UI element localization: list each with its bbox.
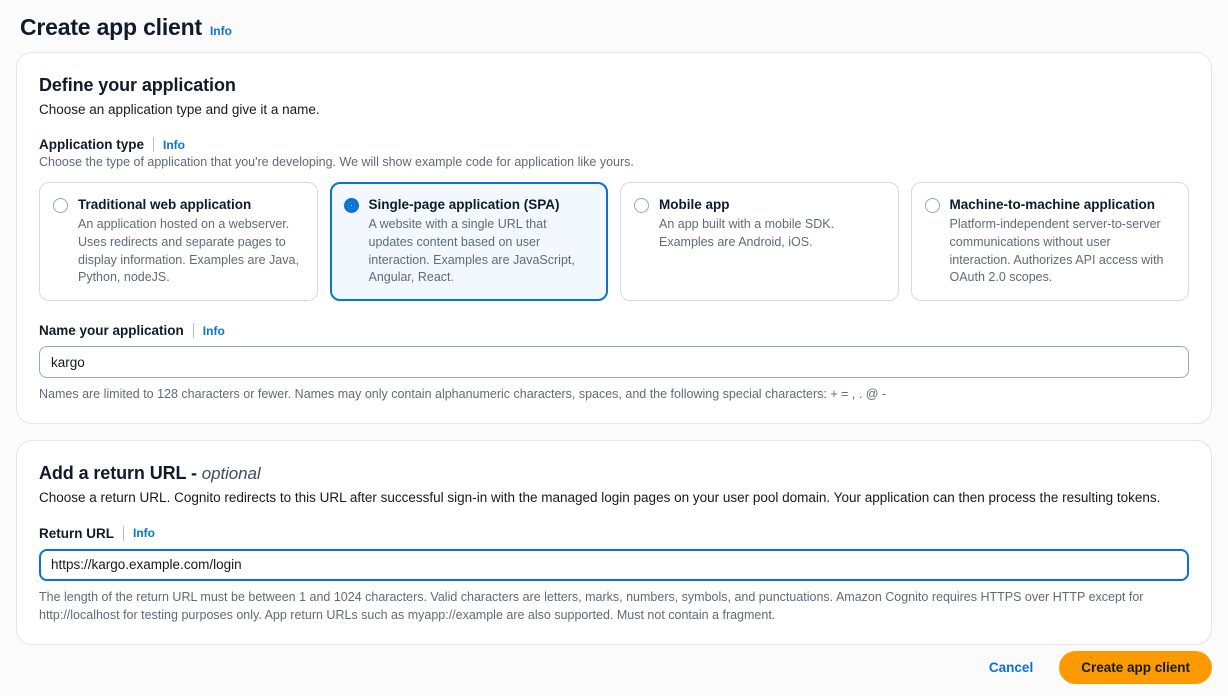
- application-type-option-mobile-app[interactable]: Mobile app An app built with a mobile SD…: [620, 181, 899, 302]
- cancel-button[interactable]: Cancel: [985, 654, 1037, 681]
- application-type-option-machine-to-machine[interactable]: Machine-to-machine application Platform-…: [910, 181, 1189, 302]
- return-url-description: Choose a return URL. Cognito redirects t…: [39, 490, 1161, 506]
- application-type-hint: Choose the type of application that you'…: [39, 155, 634, 170]
- application-type-option-spa[interactable]: Single-page application (SPA) A website …: [329, 181, 608, 302]
- option-title: Machine-to-machine application: [949, 196, 1156, 212]
- return-url-label-row: Return URL Info: [39, 525, 1189, 541]
- option-description: An app built with a mobile SDK. Examples…: [659, 217, 835, 249]
- application-type-options: Traditional web application An applicati…: [39, 181, 1189, 302]
- option-title: Mobile app: [659, 196, 730, 212]
- radio-icon[interactable]: [924, 197, 940, 213]
- application-name-input[interactable]: [39, 346, 1189, 379]
- application-name-label: Name your application: [39, 323, 184, 339]
- radio-icon[interactable]: [53, 197, 68, 213]
- application-type-option-traditional-web[interactable]: Traditional web application An applicati…: [39, 181, 318, 302]
- define-application-description: Choose an application type and give it a…: [39, 101, 320, 117]
- return-url-optional-text: optional: [201, 464, 261, 484]
- application-type-label: Application type: [39, 137, 145, 153]
- return-url-title-text: Add a return URL -: [39, 463, 202, 484]
- radio-icon[interactable]: [634, 197, 649, 213]
- application-type-label-row: Application type Info: [39, 137, 1189, 153]
- return-url-title: Add a return URL - optional: [39, 463, 1189, 484]
- return-url-card: Add a return URL - optional Choose a ret…: [16, 440, 1212, 646]
- label-divider: [192, 323, 194, 339]
- option-title: Traditional web application: [78, 196, 252, 212]
- option-title: Single-page application (SPA): [368, 196, 560, 212]
- page-title-info-link[interactable]: Info: [209, 24, 232, 38]
- application-name-info-link[interactable]: Info: [202, 323, 225, 338]
- define-application-title: Define your application: [39, 74, 236, 95]
- create-app-client-button[interactable]: Create app client: [1059, 651, 1212, 684]
- return-url-label: Return URL: [39, 525, 114, 541]
- return-url-info-link[interactable]: Info: [133, 526, 155, 541]
- footer-actions: Cancel Create app client: [985, 651, 1212, 684]
- option-description: An application hosted on a webserver. Us…: [78, 217, 299, 285]
- page-title: Create app client: [20, 14, 202, 40]
- label-divider: [123, 525, 124, 541]
- return-url-input[interactable]: [39, 548, 1189, 581]
- application-name-label-row: Name your application Info: [39, 323, 1189, 339]
- return-url-constraint: The length of the return URL must be bet…: [39, 589, 1144, 623]
- option-description: Platform-independent server-to-server co…: [949, 217, 1164, 285]
- define-application-card: Define your application Choose an applic…: [16, 51, 1212, 425]
- application-name-constraint: Names are limited to 128 characters or f…: [39, 387, 887, 402]
- radio-selected-icon[interactable]: [343, 197, 359, 213]
- option-description: A website with a single URL that updates…: [368, 217, 575, 285]
- page-header: Create app client Info: [0, 0, 1228, 52]
- label-divider: [153, 137, 155, 153]
- application-type-info-link[interactable]: Info: [163, 137, 186, 152]
